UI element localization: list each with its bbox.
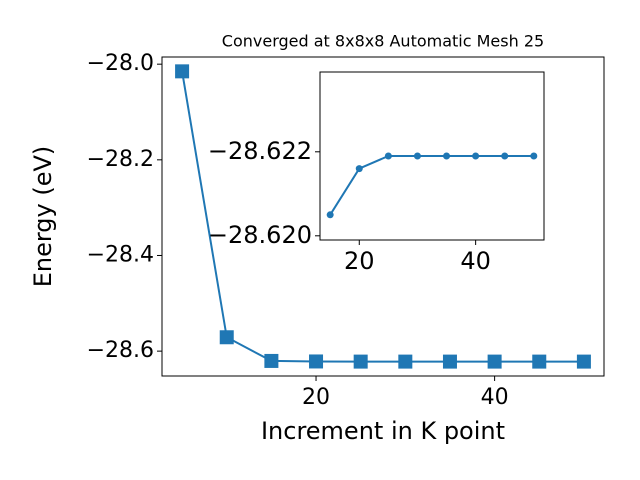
- marker: [384, 152, 392, 160]
- marker: [326, 211, 334, 219]
- axes-frame: [161, 56, 605, 377]
- series-line: [181, 71, 584, 363]
- marker: [443, 152, 451, 160]
- y-tick-label: −28.620: [208, 221, 312, 249]
- marker: [472, 152, 480, 160]
- axes-frame: [319, 71, 545, 241]
- marker: [264, 353, 279, 368]
- marker: [413, 152, 421, 160]
- marker: [501, 152, 509, 160]
- marker: [355, 165, 363, 173]
- marker: [576, 354, 591, 369]
- series-line: [329, 155, 534, 216]
- marker: [175, 64, 190, 79]
- marker: [532, 354, 547, 369]
- marker: [442, 354, 457, 369]
- marker: [530, 152, 538, 160]
- marker: [487, 354, 502, 369]
- marker: [309, 354, 324, 369]
- x-tick-label: 20: [344, 247, 375, 275]
- marker: [219, 330, 234, 345]
- x-axis-label: Increment in K point: [261, 417, 505, 445]
- y-tick-label: −28.0: [87, 51, 154, 76]
- x-tick-label: 40: [481, 385, 509, 410]
- y-tick-label: −28.2: [87, 147, 154, 172]
- chart-title: Converged at 8x8x8 Automatic Mesh 25: [222, 32, 544, 51]
- x-tick-label: 20: [302, 385, 330, 410]
- marker: [353, 354, 368, 369]
- y-tick-label: −28.622: [208, 137, 312, 165]
- y-tick-label: −28.6: [87, 338, 154, 363]
- y-tick-label: −28.4: [87, 242, 154, 267]
- y-axis-label: Energy (eV): [29, 146, 57, 288]
- x-tick-label: 40: [460, 247, 491, 275]
- marker: [398, 354, 413, 369]
